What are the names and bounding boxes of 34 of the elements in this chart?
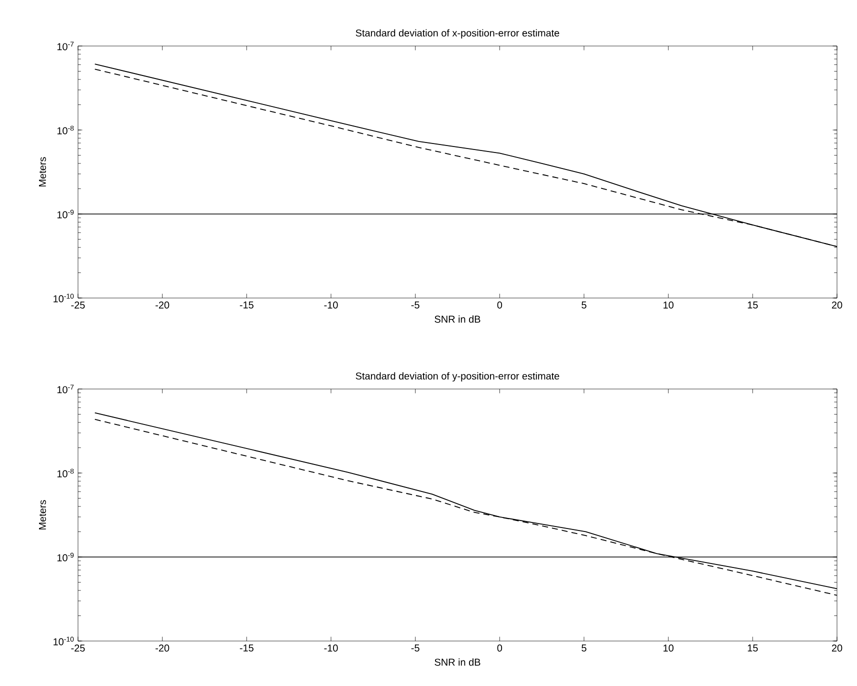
x-tick-label: 10 [664,644,674,652]
y-tick-label: 10$^{-8}$ [57,126,74,134]
x-tick-label: -15 [240,644,254,652]
y-tick-label: 10$^{-7}$ [57,384,74,394]
x-tick-label: -10 [324,644,338,652]
y-tick-label: 10$^{-10}$ [54,636,74,646]
x-tick-label: -5 [411,644,420,652]
x-axis-title: SNR in dB [434,315,480,323]
y-tick-label: 10$^{-8}$ [57,468,74,478]
x-tick-label: -15 [240,302,254,308]
x-tick-label: 20 [832,302,842,309]
x-tick-label: 15 [748,302,758,308]
x-tick-label: -25 [71,302,85,309]
x-tick-label: 5 [582,644,586,652]
y-tick-label: 10$^{-9}$ [57,552,74,562]
y-tick-label: 10$^{-10}$ [54,294,74,302]
chart-title: Standard deviation of y-position-error estimate [356,372,560,382]
y-axis-title: Meters [39,500,46,530]
x-axis-title: SNR in dB [434,658,480,666]
y-tick-label: 10$^{-7}$ [57,42,74,50]
x-tick-label: 10 [664,302,674,309]
y-tick-label: 10$^{-9}$ [57,210,74,218]
x-tick-label: 0 [497,644,502,652]
x-tick-label: -10 [324,302,338,309]
x-tick-label: 5 [582,302,586,308]
x-tick-label: 0 [497,302,502,309]
x-tick-label: -20 [156,302,170,309]
x-tick-label: -5 [411,302,420,308]
x-tick-label: -25 [71,644,85,652]
x-tick-label: -20 [156,644,170,652]
chart-title: Standard deviation of x-position-error estimate [356,29,560,38]
y-axis-title: Meters [39,157,46,186]
x-tick-label: 15 [748,644,758,652]
x-tick-label: 20 [832,644,842,652]
